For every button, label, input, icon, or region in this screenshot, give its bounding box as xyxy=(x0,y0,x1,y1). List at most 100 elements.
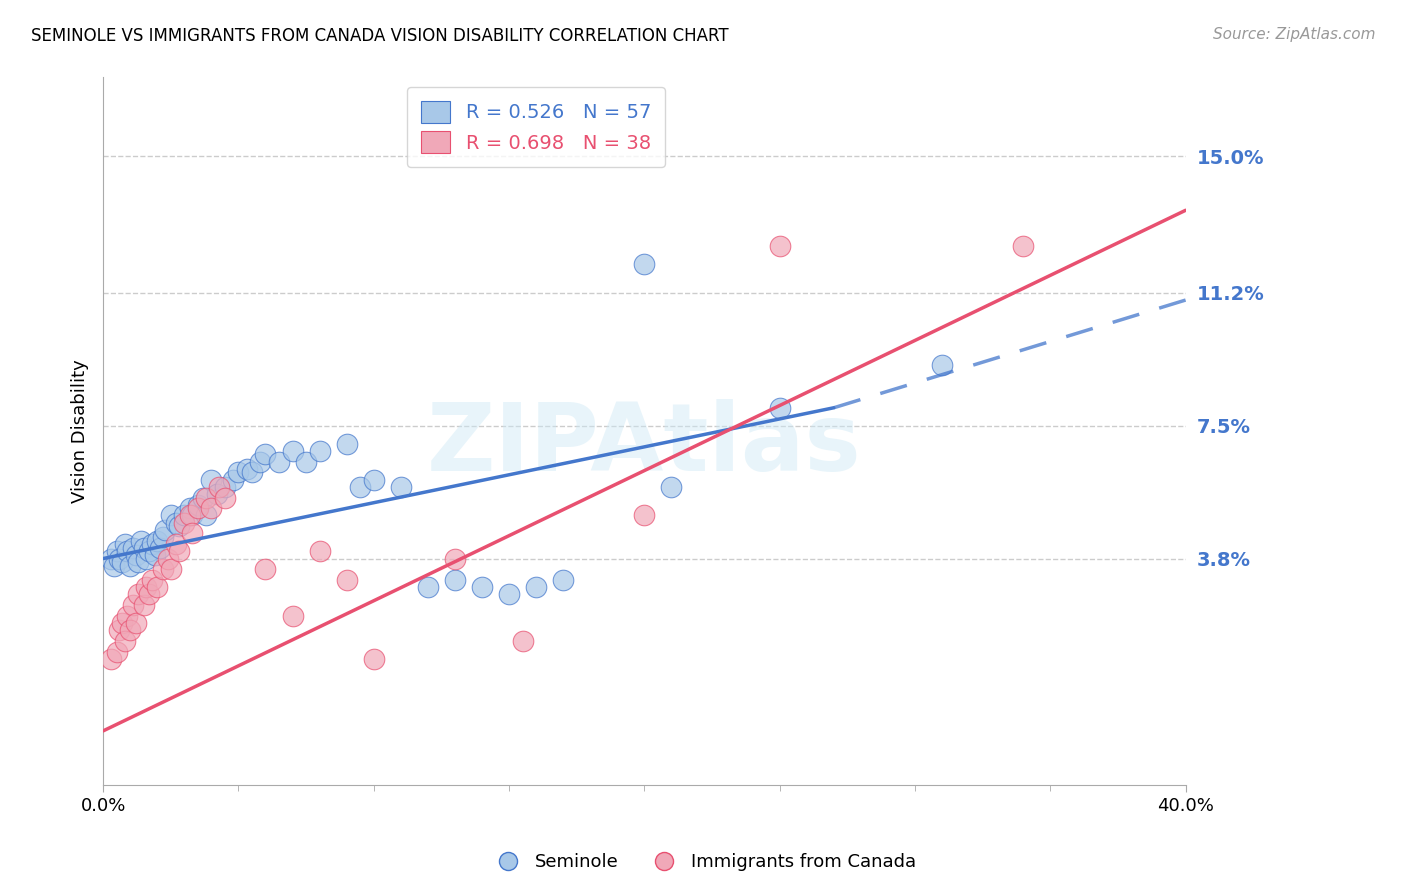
Point xyxy=(157,551,180,566)
Point xyxy=(249,455,271,469)
Point xyxy=(122,541,145,555)
Point xyxy=(141,573,163,587)
Point xyxy=(349,480,371,494)
Point xyxy=(254,447,277,461)
Point xyxy=(152,530,174,544)
Point xyxy=(281,443,304,458)
Point xyxy=(181,508,204,523)
Point xyxy=(228,466,250,480)
Point xyxy=(167,519,190,533)
Point xyxy=(214,491,236,505)
Point xyxy=(308,544,330,558)
Point xyxy=(222,473,245,487)
Text: ZIPAtlas: ZIPAtlas xyxy=(427,400,862,491)
Text: SEMINOLE VS IMMIGRANTS FROM CANADA VISION DISABILITY CORRELATION CHART: SEMINOLE VS IMMIGRANTS FROM CANADA VISIO… xyxy=(31,27,728,45)
Point xyxy=(1012,239,1035,253)
Point xyxy=(141,537,163,551)
Point xyxy=(633,508,655,523)
Point xyxy=(205,487,228,501)
Point xyxy=(124,616,146,631)
Point xyxy=(194,491,217,505)
Point xyxy=(135,551,157,566)
Point xyxy=(105,645,128,659)
Point xyxy=(100,652,122,666)
Y-axis label: Vision Disability: Vision Disability xyxy=(72,359,89,503)
Legend: Seminole, Immigrants from Canada: Seminole, Immigrants from Canada xyxy=(482,847,924,879)
Point xyxy=(173,516,195,530)
Point xyxy=(120,558,142,573)
Point xyxy=(165,516,187,530)
Point xyxy=(200,473,222,487)
Point xyxy=(159,508,181,523)
Point xyxy=(281,609,304,624)
Point xyxy=(117,609,139,624)
Point xyxy=(132,599,155,613)
Point xyxy=(149,541,172,555)
Point xyxy=(108,624,131,638)
Point xyxy=(114,537,136,551)
Point xyxy=(416,580,439,594)
Point xyxy=(159,562,181,576)
Point xyxy=(267,455,290,469)
Point xyxy=(931,358,953,372)
Point xyxy=(129,533,152,548)
Point xyxy=(308,443,330,458)
Point xyxy=(553,573,575,587)
Point xyxy=(179,501,201,516)
Point xyxy=(173,508,195,523)
Point xyxy=(127,587,149,601)
Point xyxy=(103,558,125,573)
Point xyxy=(498,587,520,601)
Point xyxy=(155,523,177,537)
Point xyxy=(769,239,792,253)
Point xyxy=(187,498,209,512)
Point xyxy=(179,508,201,523)
Text: Source: ZipAtlas.com: Source: ZipAtlas.com xyxy=(1212,27,1375,42)
Point xyxy=(105,544,128,558)
Point xyxy=(146,580,169,594)
Point xyxy=(111,555,134,569)
Point xyxy=(363,652,385,666)
Point xyxy=(336,436,359,450)
Point xyxy=(444,573,467,587)
Point xyxy=(769,401,792,415)
Point xyxy=(661,480,683,494)
Point xyxy=(336,573,359,587)
Point xyxy=(138,587,160,601)
Point xyxy=(240,466,263,480)
Point xyxy=(138,544,160,558)
Point xyxy=(122,599,145,613)
Point xyxy=(132,541,155,555)
Point xyxy=(208,480,231,494)
Point xyxy=(200,501,222,516)
Point xyxy=(389,480,412,494)
Point xyxy=(146,533,169,548)
Point xyxy=(108,551,131,566)
Point xyxy=(111,616,134,631)
Point xyxy=(254,562,277,576)
Legend: R = 0.526   N = 57, R = 0.698   N = 38: R = 0.526 N = 57, R = 0.698 N = 38 xyxy=(408,87,665,167)
Point xyxy=(127,555,149,569)
Point xyxy=(471,580,494,594)
Point xyxy=(167,544,190,558)
Point xyxy=(135,580,157,594)
Point xyxy=(363,473,385,487)
Point xyxy=(214,480,236,494)
Point xyxy=(512,634,534,648)
Point xyxy=(114,634,136,648)
Point xyxy=(235,462,257,476)
Point xyxy=(633,257,655,271)
Point xyxy=(444,551,467,566)
Point xyxy=(117,544,139,558)
Point xyxy=(193,491,215,505)
Point xyxy=(152,562,174,576)
Point xyxy=(143,548,166,562)
Point xyxy=(100,551,122,566)
Point xyxy=(187,501,209,516)
Point xyxy=(194,508,217,523)
Point xyxy=(124,548,146,562)
Point xyxy=(295,455,318,469)
Point xyxy=(181,526,204,541)
Point xyxy=(165,537,187,551)
Point xyxy=(524,580,547,594)
